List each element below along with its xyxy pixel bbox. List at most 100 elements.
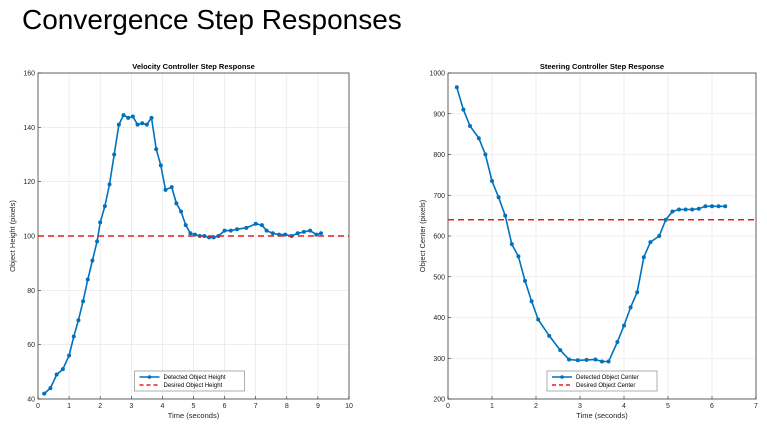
data-point	[98, 220, 103, 225]
data-point	[42, 391, 47, 396]
data-point	[81, 299, 86, 304]
y-tick-label: 60	[27, 342, 35, 349]
x-tick-label: 5	[666, 403, 670, 410]
data-point	[270, 231, 275, 236]
data-point	[314, 232, 319, 237]
data-point	[235, 227, 240, 232]
data-point	[228, 228, 233, 233]
x-tick-label: 3	[578, 403, 582, 410]
data-point	[193, 232, 198, 237]
y-tick-label: 40	[27, 397, 35, 404]
legend-label: Desired Object Center	[576, 383, 635, 389]
data-point	[95, 239, 100, 244]
data-point	[135, 122, 140, 127]
data-point	[121, 113, 126, 118]
data-point	[593, 357, 598, 362]
data-point	[703, 204, 708, 209]
x-tick-label: 3	[129, 403, 133, 410]
steering-chart: 0 1 2 3 4 5 6 7 200 300 400 500 600 700 800 900 1000 Stee…	[418, 62, 758, 420]
y-tick-label: 600	[433, 234, 445, 241]
data-point	[696, 206, 701, 211]
data-point	[116, 122, 121, 127]
data-point	[683, 207, 688, 212]
data-point	[516, 254, 521, 259]
data-point	[179, 209, 184, 214]
data-point	[107, 182, 112, 187]
y-tick-label: 80	[27, 288, 35, 295]
data-point	[723, 204, 728, 209]
data-point	[244, 225, 249, 230]
x-tick-label: 7	[254, 403, 258, 410]
legend-label: Desired Object Height	[164, 383, 223, 389]
x-axis-title: Time (seconds)	[576, 411, 628, 420]
x-tick-label: 6	[710, 403, 714, 410]
x-tick-label: 4	[622, 403, 626, 410]
data-point	[600, 359, 604, 364]
data-point	[222, 228, 227, 233]
data-point	[169, 185, 174, 190]
y-tick-label: 100	[23, 234, 35, 241]
data-point	[641, 255, 646, 260]
legend-label: Detected Object Height	[164, 375, 226, 381]
data-point	[102, 204, 107, 209]
data-point	[567, 357, 571, 362]
data-point	[149, 115, 154, 120]
data-point	[710, 204, 714, 209]
data-point	[283, 232, 288, 237]
data-point	[476, 136, 481, 141]
legend-box	[134, 370, 245, 392]
data-point	[628, 305, 633, 310]
data-point	[690, 207, 695, 212]
data-point	[454, 85, 459, 90]
data-point	[635, 290, 640, 295]
data-point	[529, 299, 534, 304]
data-point	[140, 121, 145, 126]
data-point	[657, 234, 662, 238]
y-tick-label: 160	[23, 71, 35, 78]
x-tick-label: 0	[36, 403, 40, 410]
data-point	[90, 258, 95, 263]
y-tick-label: 800	[433, 152, 445, 159]
data-point	[584, 357, 589, 362]
data-point	[163, 187, 168, 192]
data-point	[547, 333, 552, 338]
x-tick-label: 8	[285, 403, 289, 410]
data-point	[509, 242, 514, 247]
data-point	[183, 223, 188, 228]
x-tick-label: 2	[534, 403, 538, 410]
data-point	[496, 195, 501, 200]
data-point	[126, 115, 131, 120]
data-point	[523, 278, 527, 283]
data-point	[259, 223, 264, 228]
y-tick-label: 200	[433, 397, 445, 404]
data-point	[144, 122, 149, 127]
data-point	[319, 231, 324, 236]
data-point	[253, 221, 258, 226]
legend-label: Detected Object Center	[576, 375, 639, 381]
legend-box	[546, 370, 658, 392]
data-point	[663, 217, 668, 222]
x-tick-label: 0	[446, 403, 450, 410]
velocity-chart: 0 1 2 3 4 5 6 7 8 9 10 40 60 80 100 120 140 160 Velocity C…	[8, 62, 353, 420]
y-axis-title: Object Height (pixels)	[8, 200, 17, 272]
data-point	[308, 228, 313, 233]
data-point	[536, 317, 541, 322]
y-tick-label: 700	[433, 193, 445, 200]
y-tick-label: 900	[433, 111, 445, 118]
y-axis-title: Object Center (pixels)	[418, 199, 427, 272]
legend-marker	[147, 375, 152, 379]
data-point	[76, 318, 81, 323]
data-point	[264, 228, 269, 233]
data-point	[48, 386, 53, 391]
data-point	[112, 152, 117, 157]
x-tick-label: 5	[192, 403, 196, 410]
data-point	[85, 277, 90, 282]
data-point	[202, 234, 207, 238]
x-tick-label: 10	[345, 403, 353, 410]
data-point	[615, 339, 620, 344]
x-tick-label: 1	[490, 403, 494, 410]
data-point	[558, 348, 563, 353]
x-tick-label: 2	[98, 403, 102, 410]
data-point	[158, 163, 163, 168]
data-point	[648, 240, 653, 245]
